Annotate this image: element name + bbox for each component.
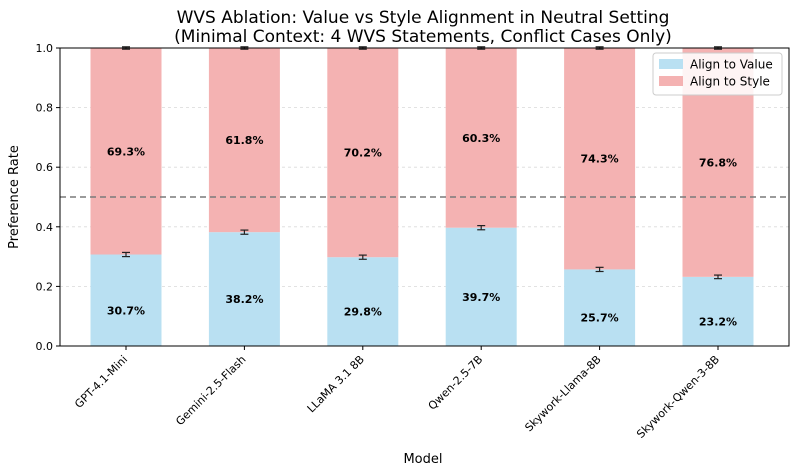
bar-align-to-value <box>682 276 754 346</box>
value-label-value: 30.7% <box>107 304 145 317</box>
legend: Align to Value Align to Style <box>652 52 783 96</box>
bar-align-to-style <box>90 48 162 255</box>
value-labels: 30.7% 69.3% 38.2% 61.8% 29.8% 70.2% 39.7% 60.3%… <box>107 132 737 329</box>
y-tick-label: 0.4 <box>36 221 54 234</box>
y-tick-label: 0.8 <box>36 102 54 115</box>
bars <box>90 48 754 346</box>
bar-align-to-style <box>327 48 399 258</box>
bar-align-to-value <box>208 232 280 346</box>
legend-box <box>652 52 783 96</box>
bar-align-to-value <box>327 257 399 346</box>
value-label-value: 29.8% <box>344 306 382 319</box>
x-tick-label: LLaMA 3.1 8B <box>305 353 367 415</box>
value-label-style: 70.2% <box>344 147 382 160</box>
x-tick-label: Qwen-2.5-7B <box>426 353 486 413</box>
bar-align-to-value <box>445 227 517 346</box>
legend-label: Align to Style <box>690 75 770 89</box>
chart-title-line1: WVS Ablation: Value vs Style Alignment i… <box>177 8 670 28</box>
bar-align-to-style <box>208 48 280 233</box>
y-tick-label: 0.6 <box>36 161 54 174</box>
value-label-value: 23.2% <box>699 315 737 328</box>
value-label-value: 39.7% <box>462 291 500 304</box>
error-bar-value <box>240 229 249 235</box>
error-bar-value <box>595 266 604 273</box>
x-axis: GPT-4.1-Mini Gemini-2.5-Flash LLaMA 3.1 8B… <box>72 346 722 441</box>
error-bars <box>122 46 722 280</box>
error-bar-value <box>122 251 130 258</box>
plot-frame <box>59 47 790 347</box>
y-axis-label: Preference Rate <box>7 145 22 249</box>
error-bar-value <box>477 225 486 231</box>
x-axis-label: Model <box>403 452 442 467</box>
value-label-style: 61.8% <box>225 134 263 147</box>
chart-title-line2: (Minimal Context: 4 WVS Statements, Conf… <box>174 27 672 47</box>
value-label-style: 60.3% <box>462 132 500 145</box>
value-label-style: 69.3% <box>107 145 145 158</box>
bar-align-to-value <box>90 254 162 346</box>
bar-align-to-value <box>564 269 636 346</box>
value-label-value: 25.7% <box>581 312 619 325</box>
y-tick-label: 1.0 <box>36 42 54 55</box>
error-bar-value <box>358 254 367 260</box>
legend-label: Align to Value <box>690 58 773 72</box>
value-label-style: 76.8% <box>699 156 737 169</box>
x-tick-label: GPT-4.1-Mini <box>72 353 130 411</box>
y-axis: 0.0 0.2 0.4 0.6 0.8 1.0 <box>36 42 60 353</box>
x-tick-label: Skywork-Llama-8B <box>522 353 603 434</box>
legend-swatch <box>659 59 683 69</box>
legend-swatch <box>659 76 683 86</box>
value-label-style: 74.3% <box>581 153 619 166</box>
y-tick-label: 0.0 <box>36 340 54 353</box>
y-tick-label: 0.2 <box>36 280 54 293</box>
bar-align-to-style <box>564 48 636 270</box>
x-tick-label: Skywork-Qwen-3-8B <box>634 353 722 441</box>
error-bar-value <box>714 274 722 280</box>
value-label-value: 38.2% <box>225 293 263 306</box>
bar-align-to-style <box>445 48 517 228</box>
x-tick-label: Gemini-2.5-Flash <box>173 353 248 428</box>
